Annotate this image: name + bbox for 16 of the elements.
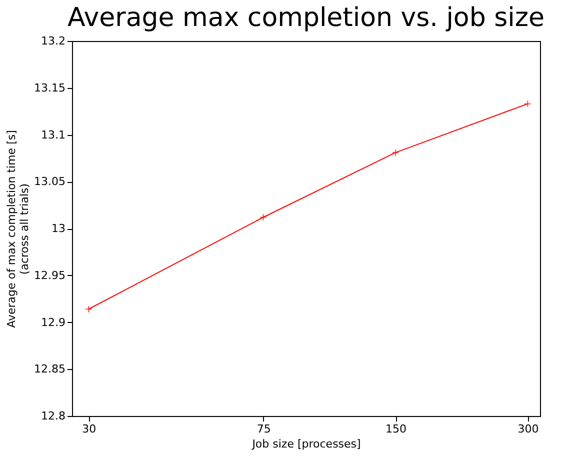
x-tick-label: 30 — [82, 422, 96, 436]
x-axis-title: Job size [processes] — [251, 438, 361, 450]
y-tick-label: 12.8 — [41, 410, 66, 422]
y-axis-title: Average of max completion time [s] (across all trials) — [5, 130, 32, 328]
x-tick-label: 150 — [386, 422, 407, 436]
y-tick-label: 12.9 — [41, 316, 66, 329]
x-tick-label: 300 — [518, 422, 539, 436]
y-tick-label: 12.85 — [34, 362, 66, 376]
y-tick-label: 13.1 — [41, 128, 66, 142]
y-tick-label: 13 — [52, 222, 66, 235]
y-tick-label: 13.05 — [34, 175, 66, 188]
chart-title: Average max completion vs. job size — [67, 3, 545, 33]
y-tick-label: 13.15 — [34, 81, 66, 94]
x-tick-label: 75 — [256, 422, 271, 436]
y-tick-label: 13.2 — [41, 34, 66, 48]
y-tick-label: 12.95 — [34, 268, 66, 282]
